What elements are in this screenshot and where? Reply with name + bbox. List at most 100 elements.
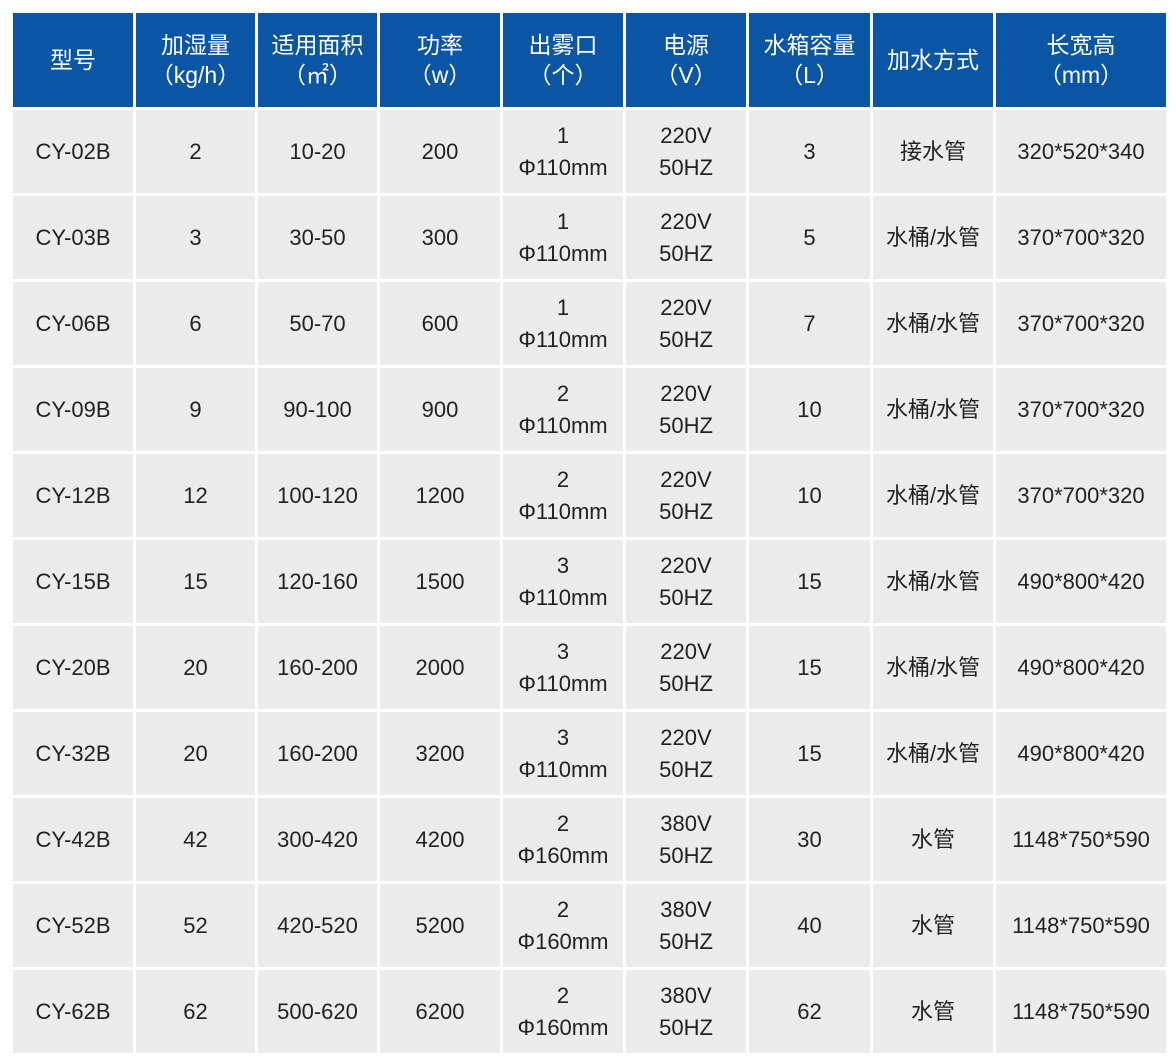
cell-value: 160-200: [277, 654, 358, 680]
table-cell: 160-200: [258, 626, 377, 709]
table-cell: 水桶/水管: [873, 368, 993, 451]
table-cell: 370*700*320: [996, 196, 1166, 279]
table-cell: 水管: [873, 970, 993, 1053]
table-cell: 100-120: [258, 454, 377, 537]
cell-value: 220V: [660, 208, 712, 234]
table-cell: 120-160: [258, 540, 377, 623]
cell-value: CY-42B: [35, 826, 111, 852]
header-unit: （mm）: [1038, 62, 1124, 88]
cell-value: 120-160: [277, 568, 358, 594]
header-unit: （个）: [528, 62, 598, 88]
cell-value: CY-09B: [35, 396, 111, 422]
cell-value: Φ110mm: [518, 498, 608, 524]
table-row: CY-15B 15 120-160 1500 3 Φ110mm 220V 50HZ 15 水桶/水…: [13, 540, 1166, 623]
table-cell: 1148*750*590: [996, 884, 1166, 967]
table-cell: 220V 50HZ: [626, 712, 746, 795]
table-cell: 水桶/水管: [873, 196, 993, 279]
cell-value: 380V: [660, 896, 712, 922]
cell-value: 1: [556, 122, 570, 148]
table-cell: 30: [749, 798, 870, 881]
table-cell: 490*800*420: [996, 626, 1166, 709]
table-cell: 500-620: [258, 970, 377, 1053]
table-cell: 6: [136, 282, 255, 365]
cell-value: 1: [556, 208, 570, 234]
table-cell: 10-20: [258, 110, 377, 193]
table-cell: 15: [749, 626, 870, 709]
cell-value: 20: [183, 740, 208, 766]
table-cell: 370*700*320: [996, 454, 1166, 537]
table-cell: 水桶/水管: [873, 712, 993, 795]
table-cell: 6200: [380, 970, 500, 1053]
table-cell: 3 Φ110mm: [503, 712, 623, 795]
cell-value: 5: [803, 224, 816, 250]
table-cell: CY-62B: [13, 970, 133, 1053]
table-row: CY-03B 3 30-50 300 1 Φ110mm 220V 50HZ 5 水桶/水管 370*…: [13, 196, 1166, 279]
cell-value: 水管: [910, 912, 955, 938]
table-cell: 2000: [380, 626, 500, 709]
cell-value: 380V: [660, 982, 712, 1008]
header-label: 电源: [663, 32, 709, 58]
cell-value: Φ110mm: [518, 412, 608, 438]
table-cell: 300-420: [258, 798, 377, 881]
table-cell: 7: [749, 282, 870, 365]
table-cell: 900: [380, 368, 500, 451]
header-unit: （V）: [655, 62, 717, 88]
table-cell: 380V 50HZ: [626, 970, 746, 1053]
cell-value: Φ160mm: [517, 928, 609, 954]
cell-value: 3: [556, 638, 570, 664]
table-cell: 2 Φ160mm: [503, 798, 623, 881]
cell-value: 62: [183, 998, 208, 1024]
table-cell: 42: [136, 798, 255, 881]
cell-value: 490*800*420: [1017, 654, 1145, 680]
cell-value: 水桶/水管: [885, 396, 981, 422]
column-header: 型号: [13, 13, 133, 107]
table-cell: 1148*750*590: [996, 970, 1166, 1053]
cell-value: 15: [183, 568, 208, 594]
cell-value: 7: [803, 310, 816, 336]
table-cell: 9: [136, 368, 255, 451]
table-cell: 30-50: [258, 196, 377, 279]
cell-value: 52: [183, 912, 208, 938]
cell-value: 50HZ: [659, 584, 713, 610]
cell-value: 水桶/水管: [885, 568, 981, 594]
table-row: CY-42B 42 300-420 4200 2 Φ160mm 380V 50HZ 30 水管 11…: [13, 798, 1166, 881]
table-cell: CY-32B: [13, 712, 133, 795]
cell-value: 15: [797, 654, 822, 680]
table-cell: 220V 50HZ: [626, 282, 746, 365]
cell-value: 220V: [660, 294, 712, 320]
cell-value: 3: [189, 224, 202, 250]
cell-value: 50HZ: [659, 412, 713, 438]
cell-value: 15: [797, 740, 822, 766]
header-label: 水箱容量: [763, 32, 856, 58]
cell-value: 50HZ: [659, 240, 713, 266]
table-cell: CY-52B: [13, 884, 133, 967]
cell-value: 2: [556, 810, 570, 836]
table-cell: 62: [749, 970, 870, 1053]
header-label: 型号: [50, 47, 96, 73]
cell-value: 3: [556, 552, 570, 578]
table-cell: 420-520: [258, 884, 377, 967]
table-cell: 380V 50HZ: [626, 884, 746, 967]
cell-value: 220V: [660, 552, 712, 578]
cell-value: 40: [797, 912, 822, 938]
cell-value: 水桶/水管: [885, 224, 981, 250]
table-cell: 220V 50HZ: [626, 540, 746, 623]
header-unit: （L）: [780, 62, 839, 88]
header-unit: （w）: [408, 62, 472, 88]
cell-value: 490*800*420: [1017, 568, 1145, 594]
table-cell: CY-12B: [13, 454, 133, 537]
table-cell: 15: [136, 540, 255, 623]
cell-value: 50HZ: [659, 326, 713, 352]
cell-value: 50HZ: [659, 498, 713, 524]
cell-value: 42: [183, 826, 208, 852]
header-unit: （kg/h）: [150, 62, 241, 88]
cell-value: 50HZ: [659, 154, 713, 180]
cell-value: 50HZ: [659, 928, 713, 954]
cell-value: 420-520: [277, 912, 358, 938]
table-row: CY-32B 20 160-200 3200 3 Φ110mm 220V 50HZ 15 水桶/水…: [13, 712, 1166, 795]
cell-value: 220V: [660, 638, 712, 664]
column-header: 功率 （w）: [380, 13, 500, 107]
cell-value: 6200: [415, 998, 465, 1024]
cell-value: 9: [189, 396, 202, 422]
cell-value: 10: [797, 482, 822, 508]
